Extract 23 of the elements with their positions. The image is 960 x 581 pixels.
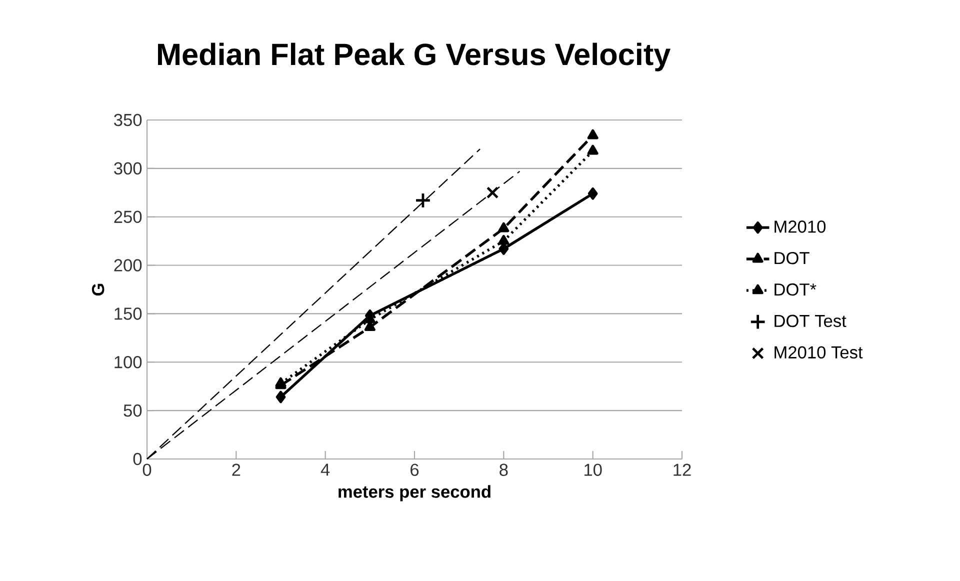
y-tick-label: 100 [114,356,142,368]
x-tick-label: 10 [584,464,602,476]
y-tick-label: 200 [114,259,142,272]
x-axis-title: meters per second [338,485,490,502]
legend-label: DOT Test [774,314,846,328]
y-axis-title: G [92,284,104,296]
y-tick-label: 350 [114,114,142,126]
x-tick-label: 4 [320,464,330,476]
y-tick-label: 250 [114,210,142,223]
legend-label: DOT* [774,283,816,296]
x-tick-label: 2 [232,464,240,476]
y-tick-label: 300 [114,162,142,175]
x-tick-label: 12 [674,464,691,476]
y-tick-label: 150 [114,308,142,320]
legend-label: M2010 Test [774,346,863,359]
legend-label: DOT [774,252,810,264]
x-tick-label: 8 [500,464,508,476]
chart-title: Median Flat Peak G Versus Velocity [158,42,671,72]
legend-label: M2010 [774,220,826,233]
y-tick-label: 50 [124,404,142,417]
x-tick-label: 0 [142,464,152,476]
x-tick-label: 6 [410,464,419,476]
y-tick-label: 0 [133,452,142,466]
